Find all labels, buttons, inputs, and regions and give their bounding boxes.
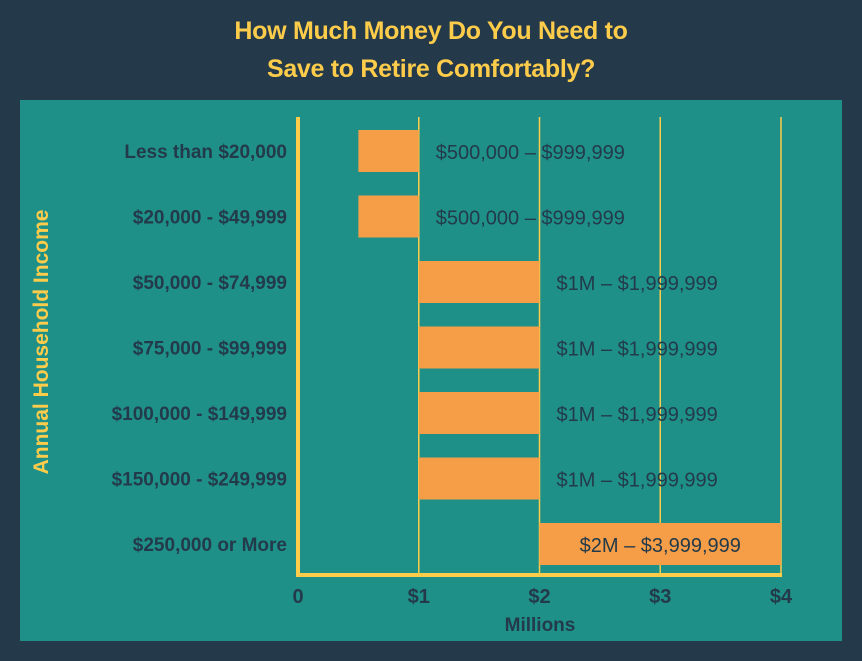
bar	[539, 523, 781, 565]
x-tick-label: $1	[408, 586, 430, 608]
bar	[358, 130, 419, 172]
data-label: $500,000 – $999,999	[436, 142, 625, 164]
bar	[358, 195, 419, 238]
category-label: $50,000 - $74,999	[133, 273, 287, 294]
category-label: $250,000 or More	[133, 535, 287, 556]
category-label: Less than $20,000	[124, 142, 287, 163]
data-label: $1M – $1,999,999	[557, 339, 718, 361]
x-axis-label: Millions	[505, 615, 576, 636]
chart-title-line-1: How Much Money Do You Need to	[234, 17, 628, 45]
chart-title: How Much Money Do You Need to Save to Re…	[0, 12, 862, 88]
chart-title-line-2: Save to Retire Comfortably?	[266, 55, 596, 83]
data-label: $2M – $3,999,999	[580, 535, 741, 557]
bar	[418, 261, 540, 303]
data-label: $1M – $1,999,999	[557, 404, 718, 426]
x-tick-label: 0	[292, 586, 303, 608]
category-label: $150,000 - $249,999	[112, 470, 287, 491]
x-tick-label: $4	[770, 586, 793, 608]
category-label: $100,000 - $149,999	[112, 404, 287, 425]
y-axis-label: Annual Household Income	[30, 210, 53, 475]
bar	[418, 457, 540, 500]
x-tick-label: $3	[649, 586, 671, 608]
category-label: $75,000 - $99,999	[133, 339, 287, 360]
data-label: $500,000 – $999,999	[436, 208, 625, 230]
category-label: $20,000 - $49,999	[133, 208, 287, 229]
data-label: $1M – $1,999,999	[557, 273, 718, 295]
bar	[418, 326, 540, 369]
bar	[418, 392, 540, 434]
data-label: $1M – $1,999,999	[557, 470, 718, 492]
x-tick-label: $2	[528, 586, 550, 608]
